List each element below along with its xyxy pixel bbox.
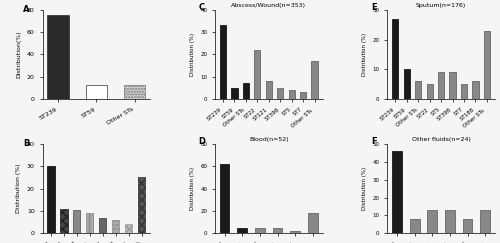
Bar bbox=[392, 19, 398, 99]
Y-axis label: Distribution (%): Distribution (%) bbox=[16, 164, 21, 213]
Bar bbox=[410, 219, 420, 233]
Bar bbox=[254, 50, 260, 99]
Bar bbox=[112, 220, 119, 233]
Bar bbox=[277, 88, 283, 99]
Bar bbox=[462, 219, 472, 233]
Title: Blood(n=52): Blood(n=52) bbox=[249, 137, 288, 142]
Bar bbox=[272, 228, 282, 233]
Y-axis label: Distribution (%): Distribution (%) bbox=[190, 167, 194, 210]
Y-axis label: Distribution(%): Distribution(%) bbox=[16, 31, 21, 78]
Bar bbox=[290, 231, 300, 233]
Bar bbox=[100, 218, 106, 233]
Title: Sputum(n=176): Sputum(n=176) bbox=[416, 3, 467, 8]
Text: C: C bbox=[198, 3, 205, 12]
Bar bbox=[220, 164, 230, 233]
Bar bbox=[480, 210, 490, 233]
Bar bbox=[138, 177, 145, 233]
Bar bbox=[231, 88, 237, 99]
Bar bbox=[300, 92, 306, 99]
Bar bbox=[86, 85, 107, 99]
Bar bbox=[48, 166, 54, 233]
Title: Other fluids(n=24): Other fluids(n=24) bbox=[412, 137, 470, 142]
Bar bbox=[438, 72, 444, 99]
Bar bbox=[392, 151, 402, 233]
Text: A: A bbox=[23, 5, 30, 14]
Bar bbox=[450, 72, 456, 99]
Text: B: B bbox=[23, 139, 30, 148]
Bar bbox=[74, 210, 80, 233]
Bar bbox=[238, 228, 247, 233]
Bar bbox=[428, 210, 437, 233]
Bar bbox=[220, 25, 226, 99]
Bar bbox=[60, 209, 68, 233]
Bar bbox=[484, 31, 490, 99]
Bar bbox=[288, 90, 295, 99]
Y-axis label: Distribution (%): Distribution (%) bbox=[362, 33, 367, 76]
Y-axis label: Distribution (%): Distribution (%) bbox=[190, 33, 194, 76]
Text: D: D bbox=[198, 137, 205, 146]
Bar bbox=[308, 213, 318, 233]
Bar bbox=[445, 210, 455, 233]
Y-axis label: Distribution (%): Distribution (%) bbox=[362, 167, 367, 210]
Bar bbox=[461, 84, 467, 99]
Title: Abscess/Wound(n=353): Abscess/Wound(n=353) bbox=[231, 3, 306, 8]
Bar bbox=[415, 81, 422, 99]
Bar bbox=[255, 228, 265, 233]
Bar bbox=[125, 224, 132, 233]
Bar bbox=[266, 81, 272, 99]
Bar bbox=[426, 84, 433, 99]
Text: E: E bbox=[371, 3, 376, 12]
Bar bbox=[48, 15, 68, 99]
Bar bbox=[86, 213, 94, 233]
Bar bbox=[124, 85, 146, 99]
Text: F: F bbox=[371, 137, 376, 146]
Bar bbox=[242, 84, 249, 99]
Bar bbox=[404, 69, 410, 99]
Bar bbox=[472, 81, 478, 99]
Bar bbox=[312, 61, 318, 99]
